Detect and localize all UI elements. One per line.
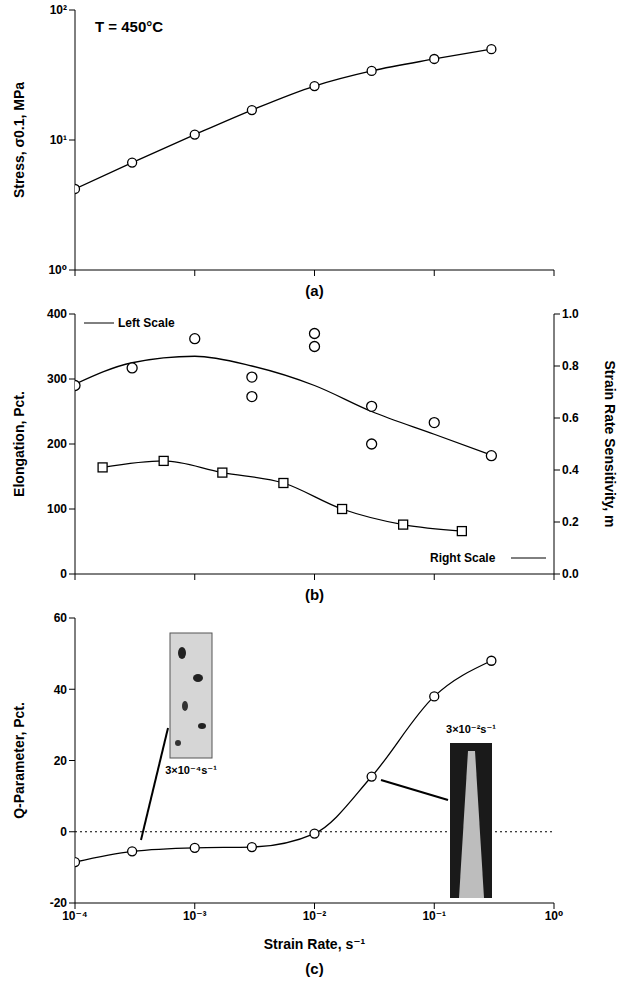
svg-text:0.8: 0.8: [562, 359, 579, 373]
svg-text:10¹: 10¹: [50, 133, 67, 147]
svg-text:40: 40: [54, 683, 68, 697]
svg-text:Elongation, Pct.: Elongation, Pct.: [11, 391, 27, 497]
svg-text:Left Scale: Left Scale: [118, 316, 175, 330]
svg-text:3×10⁻²s⁻¹: 3×10⁻²s⁻¹: [446, 723, 496, 735]
svg-text:10⁰: 10⁰: [545, 909, 564, 923]
svg-text:60: 60: [54, 611, 68, 625]
svg-text:0: 0: [60, 825, 67, 839]
svg-text:T = 450°C: T = 450°C: [95, 18, 163, 35]
svg-text:-20: -20: [50, 896, 68, 910]
svg-text:300: 300: [47, 372, 67, 386]
html-text:(b): (b): [304, 586, 325, 603]
svg-text:0.0: 0.0: [562, 567, 579, 581]
svg-text:100: 100: [47, 502, 67, 516]
svg-text:0.4: 0.4: [562, 463, 579, 477]
svg-text:Right Scale: Right Scale: [430, 551, 496, 565]
svg-text:Strain Rate, s⁻¹: Strain Rate, s⁻¹: [264, 936, 366, 952]
svg-text:200: 200: [47, 437, 67, 451]
svg-text:0: 0: [60, 567, 67, 581]
svg-text:Strain Rate Sensitivity, m: Strain Rate Sensitivity, m: [602, 360, 618, 527]
svg-text:10⁰: 10⁰: [48, 263, 67, 277]
svg-text:0.2: 0.2: [562, 515, 579, 529]
svg-text:10⁻¹: 10⁻¹: [422, 909, 446, 923]
svg-text:Q-Parameter, Pct.: Q-Parameter, Pct.: [11, 702, 27, 819]
svg-text:20: 20: [54, 754, 68, 768]
svg-text:Stress, σ0.1, MPa: Stress, σ0.1, MPa: [11, 82, 27, 198]
svg-text:10⁻²: 10⁻²: [303, 909, 327, 923]
svg-text:10²: 10²: [50, 3, 67, 17]
svg-text:400: 400: [47, 307, 67, 321]
svg-text:3×10⁻⁴s⁻¹: 3×10⁻⁴s⁻¹: [165, 764, 217, 776]
html-text:(c): (c): [305, 960, 324, 977]
svg-text:1.0: 1.0: [562, 307, 579, 321]
svg-text:10⁻³: 10⁻³: [183, 909, 207, 923]
svg-text:10⁻⁴: 10⁻⁴: [62, 909, 88, 923]
svg-text:0.6: 0.6: [562, 411, 579, 425]
html-text:(a): (a): [305, 282, 324, 299]
